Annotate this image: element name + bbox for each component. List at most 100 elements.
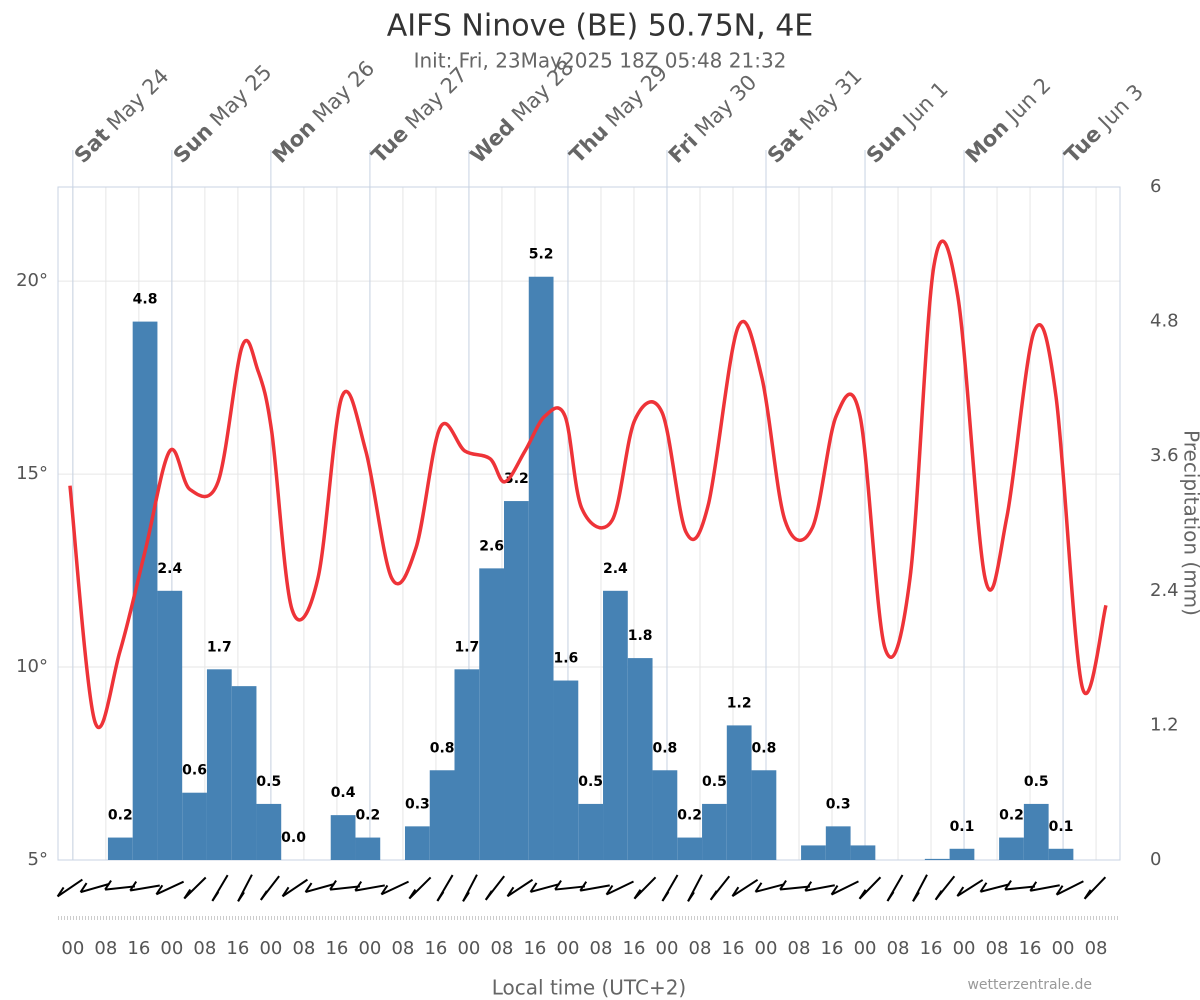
wind-barb-flag [408,889,417,900]
day-label: Thu May 29 [565,60,672,167]
wind-barb-flag [754,882,763,893]
data-label: 5.2 [529,247,554,263]
precip-bar [528,276,554,860]
day-date: May 31 [795,64,866,135]
precip-bar [850,845,876,860]
x-tick-label: 16 [325,938,348,959]
wind-barb [1056,880,1084,896]
precip-bar [825,826,851,860]
wind-barb [155,880,185,896]
wind-barb-flag [529,882,538,893]
y2-tick-label: 1.2 [1150,714,1179,735]
x-tick-label: 08 [292,938,315,959]
precip-bar [504,501,529,860]
y2-tick-label: 2.4 [1150,580,1179,601]
wind-barb-flag [605,884,614,896]
precip-bar [182,792,207,860]
wind-barb-flag [1083,889,1092,900]
x-tick-label: 08 [887,938,910,959]
day-label: Sat May 24 [70,64,174,168]
day-label: Sun Jun 1 [862,77,953,168]
precip-bar [801,845,826,860]
wind-barb [980,883,1010,893]
x-tick-label: 00 [755,938,778,959]
wind-barb-flag [1029,881,1038,892]
day-name: Tue [367,122,413,168]
y-tick-label: 20° [16,270,48,291]
wind-barb [329,885,361,891]
data-label: 0.3 [826,796,851,812]
data-label: 0.2 [999,808,1024,824]
precip-bar [330,815,356,860]
wind-barb [755,883,785,893]
wind-barb-flag [779,879,787,891]
data-label: 2.4 [157,561,182,577]
day-name: Sat [70,123,115,168]
y-tick-label: 5° [28,849,48,870]
y2-tick-label: 6 [1150,176,1161,197]
wind-barb-flag [260,890,268,901]
wind-barb-flag [329,880,337,891]
data-label: 0.8 [752,740,777,756]
precip-bar [454,669,480,860]
x-tick-label: 16 [127,938,150,959]
precip-bar [702,803,727,860]
x-axis-title: Local time (UTC+2) [492,976,686,1000]
x-tick-label: 00 [1052,938,1075,959]
chart-subtitle: Init: Fri, 23May2025 18Z 05:48 21:32 [414,49,787,73]
data-label: 1.6 [553,651,578,667]
precip-bar [553,680,579,860]
day-label: Tue May 27 [367,63,472,168]
wind-barb-flag [554,880,562,891]
wind-barb [80,882,110,894]
wind-barb [506,878,534,898]
wind-barb-flag [436,891,445,902]
precip-bar [1023,803,1049,860]
x-tick-label: 16 [920,938,943,959]
day-label: Mon Jun 2 [961,73,1056,168]
x-tick-label: 16 [1019,938,1042,959]
data-label: 2.6 [479,538,504,554]
wind-barb-flag [354,881,363,892]
data-label: 0.3 [405,796,430,812]
wind-barb [530,883,560,893]
wind-barb [831,880,859,896]
wind-barb [779,885,811,891]
data-label: 0.2 [355,808,380,824]
day-label: Sun May 25 [169,60,277,168]
wind-barb-flag [687,891,695,902]
day-name: Thu [565,120,613,168]
data-label: 4.8 [133,292,158,308]
precip-bar [1048,848,1074,860]
x-tick-label: 00 [61,938,84,959]
wind-barb [606,880,634,896]
precip-bar [578,803,604,860]
wind-barb-flag [934,890,943,901]
day-name: Mon [961,115,1014,168]
day-label: Sat May 31 [763,64,867,168]
wind-barb-flag [56,886,65,898]
precip-bar [652,770,678,860]
day-date: Jun 3 [1092,80,1148,136]
x-tick-label: 00 [656,938,679,959]
wind-barb-flag [281,886,290,897]
day-date: May 24 [102,64,173,135]
y-tick-label: 15° [16,463,48,484]
wind-barb-flag [129,880,138,892]
wind-barb-flag [104,880,112,891]
precip-bar [404,826,430,860]
wind-barb-flag [912,891,920,902]
y2-axis-title: Precipitation (mm) [1180,430,1200,616]
data-label: 0.6 [182,763,207,779]
precip-bar [603,590,628,860]
day-date: May 27 [401,63,472,134]
temperature-line [68,239,1108,730]
wind-barb-flag [661,891,670,902]
data-label: 0.8 [430,740,455,756]
data-label: 0.5 [1024,774,1049,790]
day-date: May 25 [205,60,276,131]
day-label: Fri May 30 [664,70,762,168]
precip-bar [479,568,505,860]
day-date: May 30 [690,70,761,141]
chart-title: AIFS Ninove (BE) 50.75N, 4E [387,9,814,44]
